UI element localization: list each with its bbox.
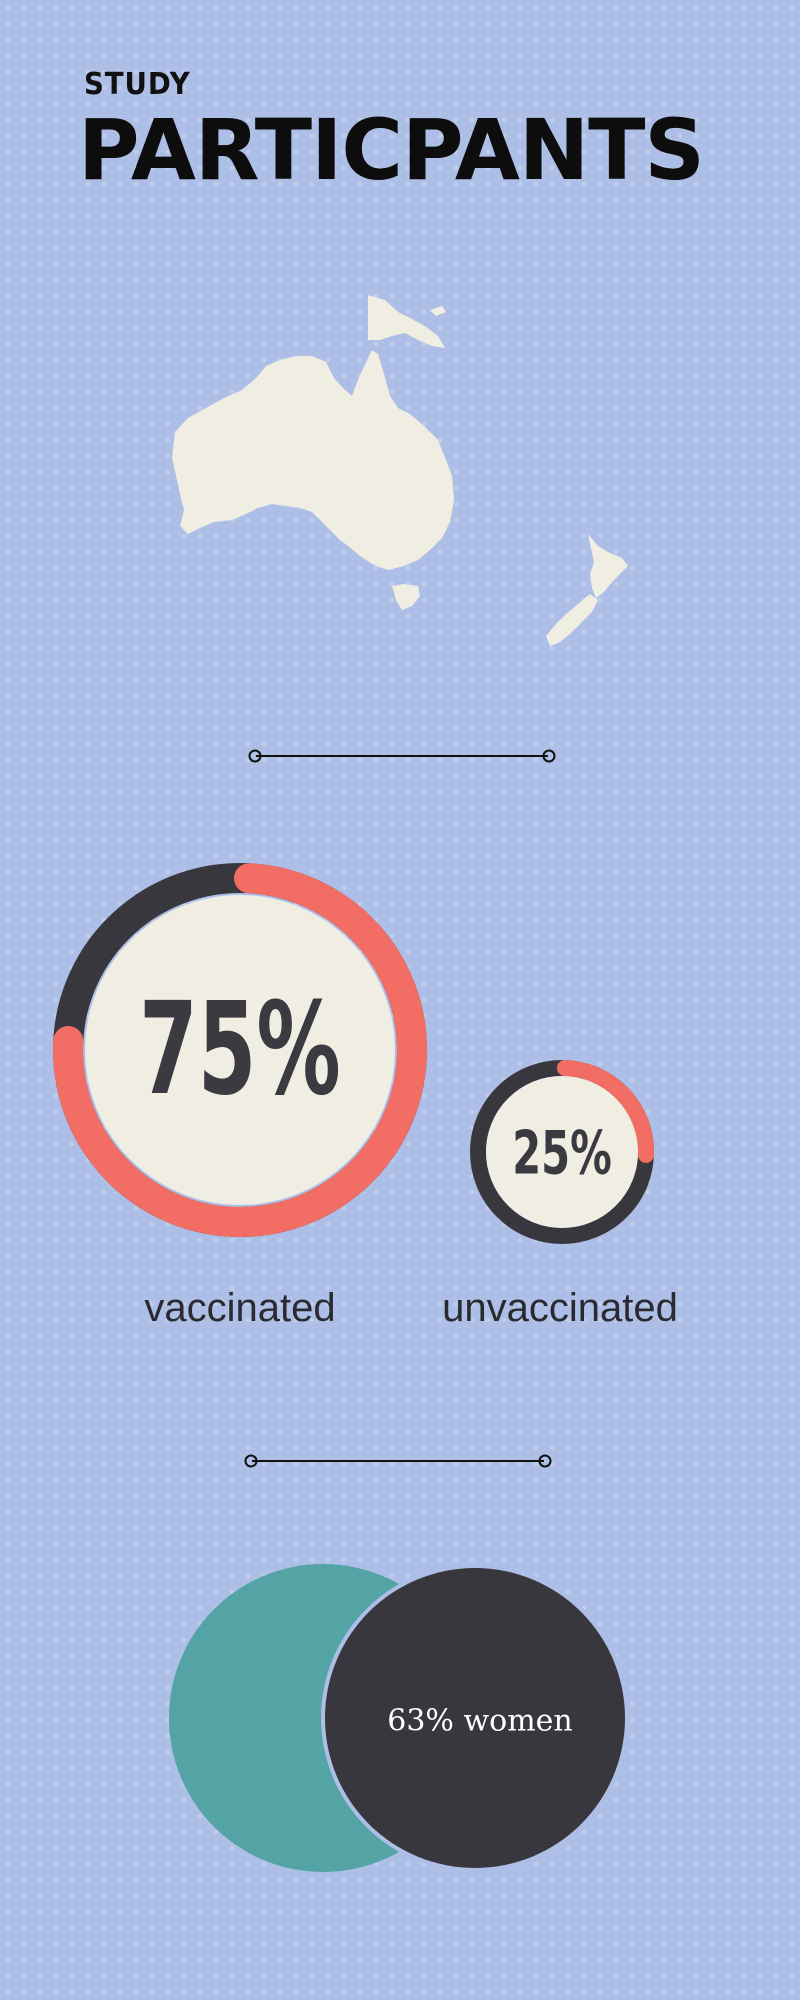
unvaccinated-donut-chart: 25%	[470, 1060, 654, 1244]
unvaccinated-caption: unvaccinated	[442, 1286, 678, 1330]
section-divider	[244, 1454, 552, 1468]
gender-venn-diagram: 63% women	[169, 1564, 629, 1872]
page-title: PARTICPANTS	[78, 101, 705, 199]
vaccinated-donut-chart: 75%	[53, 863, 427, 1237]
section-divider	[248, 749, 556, 763]
unvaccinated-donut-arc	[556, 1060, 654, 1163]
vaccinated-caption: vaccinated	[144, 1286, 336, 1330]
vaccinated-donut-center	[85, 895, 395, 1205]
unvaccinated-percent: 25%	[512, 1119, 612, 1189]
vaccinated-donut-arc	[53, 863, 427, 1237]
header-kicker: STUDY	[84, 67, 191, 102]
women-circle	[325, 1568, 625, 1868]
australia-new-zealand-map-icon	[172, 295, 628, 646]
unvaccinated-donut-center	[486, 1076, 638, 1228]
vaccinated-percent: 75%	[139, 976, 341, 1123]
women-percent-label: 63% women	[387, 1704, 572, 1739]
